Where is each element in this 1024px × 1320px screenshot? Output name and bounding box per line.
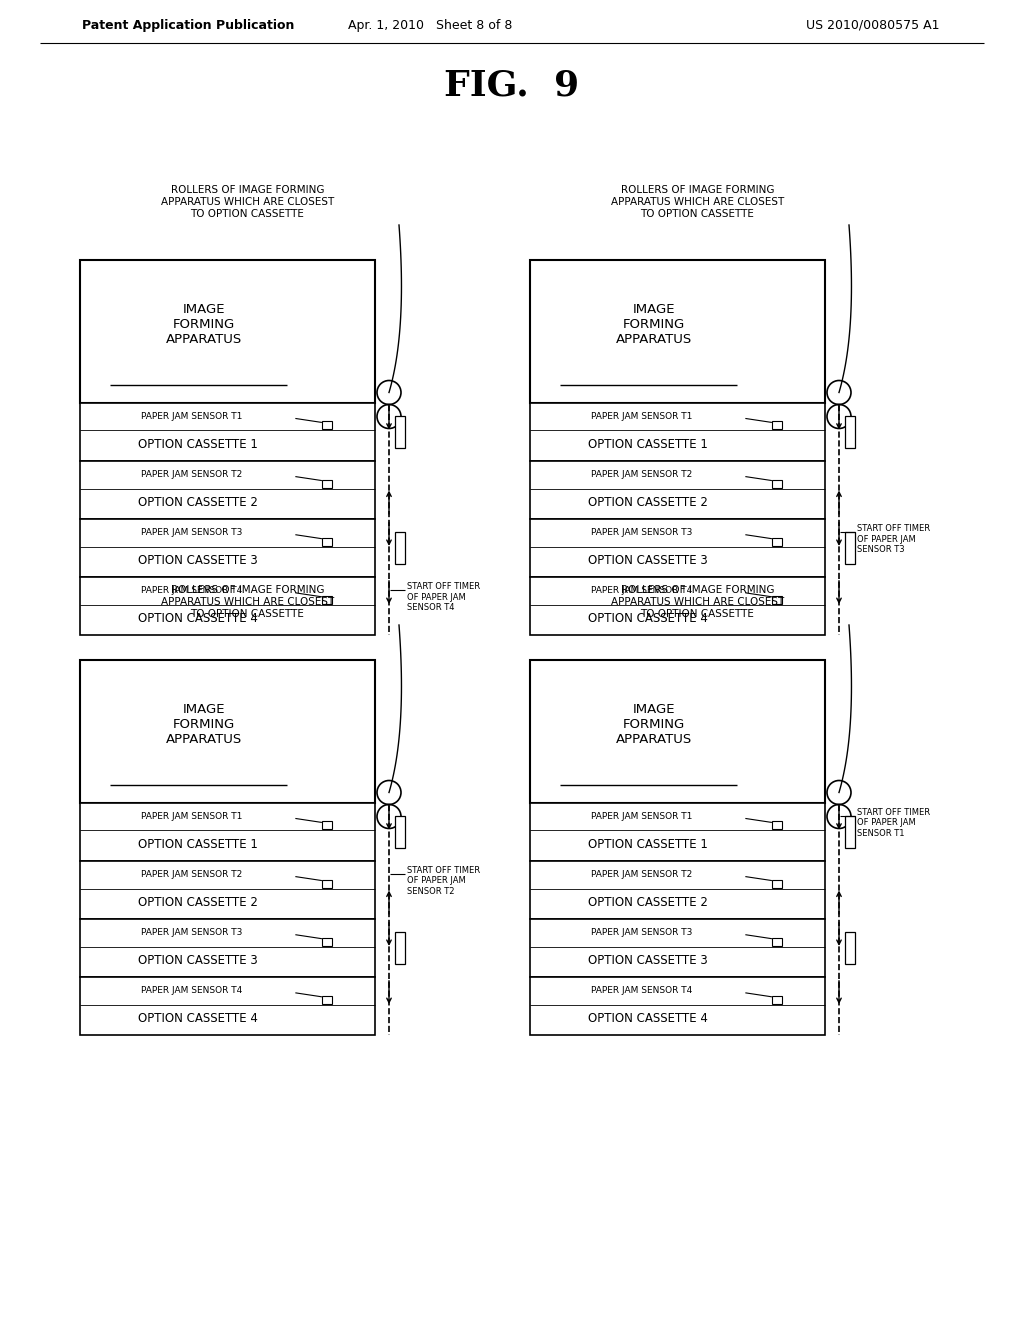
Text: OPTION CASSETTE 2: OPTION CASSETTE 2 <box>138 496 258 510</box>
Text: IMAGE
FORMING
APPARATUS: IMAGE FORMING APPARATUS <box>166 702 242 746</box>
Text: IMAGE
FORMING
APPARATUS: IMAGE FORMING APPARATUS <box>615 302 692 346</box>
Bar <box>530 577 825 635</box>
Bar <box>395 932 406 964</box>
Text: ROLLERS OF IMAGE FORMING
APPARATUS WHICH ARE CLOSEST
TO OPTION CASSETTE: ROLLERS OF IMAGE FORMING APPARATUS WHICH… <box>611 185 784 219</box>
Bar <box>772 421 782 429</box>
Text: IMAGE
FORMING
APPARATUS: IMAGE FORMING APPARATUS <box>615 702 692 746</box>
Bar <box>80 660 375 803</box>
Bar <box>322 595 332 603</box>
Bar <box>322 479 332 487</box>
Text: OPTION CASSETTE 4: OPTION CASSETTE 4 <box>138 612 258 626</box>
Text: PAPER JAM SENSOR T1: PAPER JAM SENSOR T1 <box>141 812 243 821</box>
Text: Apr. 1, 2010   Sheet 8 of 8: Apr. 1, 2010 Sheet 8 of 8 <box>348 18 512 32</box>
Text: OPTION CASSETTE 2: OPTION CASSETTE 2 <box>588 896 708 909</box>
Text: OPTION CASSETTE 4: OPTION CASSETTE 4 <box>138 1012 258 1026</box>
Bar <box>80 919 375 977</box>
Bar <box>772 937 782 945</box>
Text: START OFF TIMER
OF PAPER JAM
SENSOR T2: START OFF TIMER OF PAPER JAM SENSOR T2 <box>407 866 480 896</box>
Bar <box>845 932 855 964</box>
Bar <box>322 937 332 945</box>
Bar <box>530 919 825 977</box>
Text: PAPER JAM SENSOR T3: PAPER JAM SENSOR T3 <box>141 928 243 937</box>
Text: START OFF TIMER
OF PAPER JAM
SENSOR T4: START OFF TIMER OF PAPER JAM SENSOR T4 <box>407 582 480 612</box>
Bar <box>530 803 825 861</box>
Bar <box>395 816 406 847</box>
Text: PAPER JAM SENSOR T4: PAPER JAM SENSOR T4 <box>141 586 243 595</box>
Text: START OFF TIMER
OF PAPER JAM
SENSOR T1: START OFF TIMER OF PAPER JAM SENSOR T1 <box>857 808 930 838</box>
Bar <box>772 479 782 487</box>
Text: PAPER JAM SENSOR T2: PAPER JAM SENSOR T2 <box>141 470 243 479</box>
Bar <box>80 519 375 577</box>
Bar <box>772 537 782 545</box>
Bar <box>530 260 825 403</box>
Text: ROLLERS OF IMAGE FORMING
APPARATUS WHICH ARE CLOSEST
TO OPTION CASSETTE: ROLLERS OF IMAGE FORMING APPARATUS WHICH… <box>161 185 334 219</box>
Bar <box>530 403 825 461</box>
Bar <box>530 519 825 577</box>
Bar <box>322 995 332 1003</box>
Text: OPTION CASSETTE 1: OPTION CASSETTE 1 <box>138 438 258 451</box>
Text: OPTION CASSETTE 3: OPTION CASSETTE 3 <box>138 554 258 568</box>
Bar <box>80 403 375 461</box>
Text: START OFF TIMER
OF PAPER JAM
SENSOR T3: START OFF TIMER OF PAPER JAM SENSOR T3 <box>857 524 930 554</box>
Text: OPTION CASSETTE 1: OPTION CASSETTE 1 <box>138 838 258 851</box>
Text: ROLLERS OF IMAGE FORMING
APPARATUS WHICH ARE CLOSEST
TO OPTION CASSETTE: ROLLERS OF IMAGE FORMING APPARATUS WHICH… <box>161 585 334 619</box>
Text: PAPER JAM SENSOR T3: PAPER JAM SENSOR T3 <box>592 928 693 937</box>
Text: PAPER JAM SENSOR T4: PAPER JAM SENSOR T4 <box>592 986 692 995</box>
Text: OPTION CASSETTE 1: OPTION CASSETTE 1 <box>588 438 708 451</box>
Text: OPTION CASSETTE 3: OPTION CASSETTE 3 <box>588 554 708 568</box>
Text: OPTION CASSETTE 4: OPTION CASSETTE 4 <box>588 612 708 626</box>
Bar <box>395 416 406 447</box>
Text: PAPER JAM SENSOR T3: PAPER JAM SENSOR T3 <box>592 528 693 537</box>
Bar <box>80 461 375 519</box>
Text: PAPER JAM SENSOR T4: PAPER JAM SENSOR T4 <box>592 586 692 595</box>
Bar <box>322 821 332 829</box>
Bar <box>845 816 855 847</box>
Bar <box>80 577 375 635</box>
Bar <box>322 537 332 545</box>
Text: PAPER JAM SENSOR T2: PAPER JAM SENSOR T2 <box>141 870 243 879</box>
Text: PAPER JAM SENSOR T2: PAPER JAM SENSOR T2 <box>592 870 692 879</box>
Bar <box>322 879 332 887</box>
Text: FIG.  9: FIG. 9 <box>444 69 580 102</box>
Bar <box>530 660 825 803</box>
Bar <box>395 532 406 564</box>
Text: OPTION CASSETTE 3: OPTION CASSETTE 3 <box>588 954 708 968</box>
Text: PAPER JAM SENSOR T3: PAPER JAM SENSOR T3 <box>141 528 243 537</box>
Text: Patent Application Publication: Patent Application Publication <box>82 18 294 32</box>
Bar <box>530 461 825 519</box>
Bar <box>322 421 332 429</box>
Text: PAPER JAM SENSOR T4: PAPER JAM SENSOR T4 <box>141 986 243 995</box>
Text: US 2010/0080575 A1: US 2010/0080575 A1 <box>807 18 940 32</box>
Text: PAPER JAM SENSOR T2: PAPER JAM SENSOR T2 <box>592 470 692 479</box>
Text: ROLLERS OF IMAGE FORMING
APPARATUS WHICH ARE CLOSEST
TO OPTION CASSETTE: ROLLERS OF IMAGE FORMING APPARATUS WHICH… <box>611 585 784 619</box>
Bar <box>530 977 825 1035</box>
Text: PAPER JAM SENSOR T1: PAPER JAM SENSOR T1 <box>592 812 693 821</box>
Bar <box>80 260 375 403</box>
Bar <box>80 977 375 1035</box>
Bar <box>772 995 782 1003</box>
Bar <box>772 821 782 829</box>
Bar <box>530 861 825 919</box>
Text: OPTION CASSETTE 2: OPTION CASSETTE 2 <box>138 896 258 909</box>
Text: IMAGE
FORMING
APPARATUS: IMAGE FORMING APPARATUS <box>166 302 242 346</box>
Bar <box>772 879 782 887</box>
Bar <box>772 595 782 603</box>
Text: OPTION CASSETTE 4: OPTION CASSETTE 4 <box>588 1012 708 1026</box>
Text: PAPER JAM SENSOR T1: PAPER JAM SENSOR T1 <box>592 412 693 421</box>
Text: OPTION CASSETTE 3: OPTION CASSETTE 3 <box>138 954 258 968</box>
Text: PAPER JAM SENSOR T1: PAPER JAM SENSOR T1 <box>141 412 243 421</box>
Bar <box>845 532 855 564</box>
Bar <box>80 861 375 919</box>
Bar <box>80 803 375 861</box>
Text: OPTION CASSETTE 2: OPTION CASSETTE 2 <box>588 496 708 510</box>
Bar <box>845 416 855 447</box>
Text: OPTION CASSETTE 1: OPTION CASSETTE 1 <box>588 838 708 851</box>
